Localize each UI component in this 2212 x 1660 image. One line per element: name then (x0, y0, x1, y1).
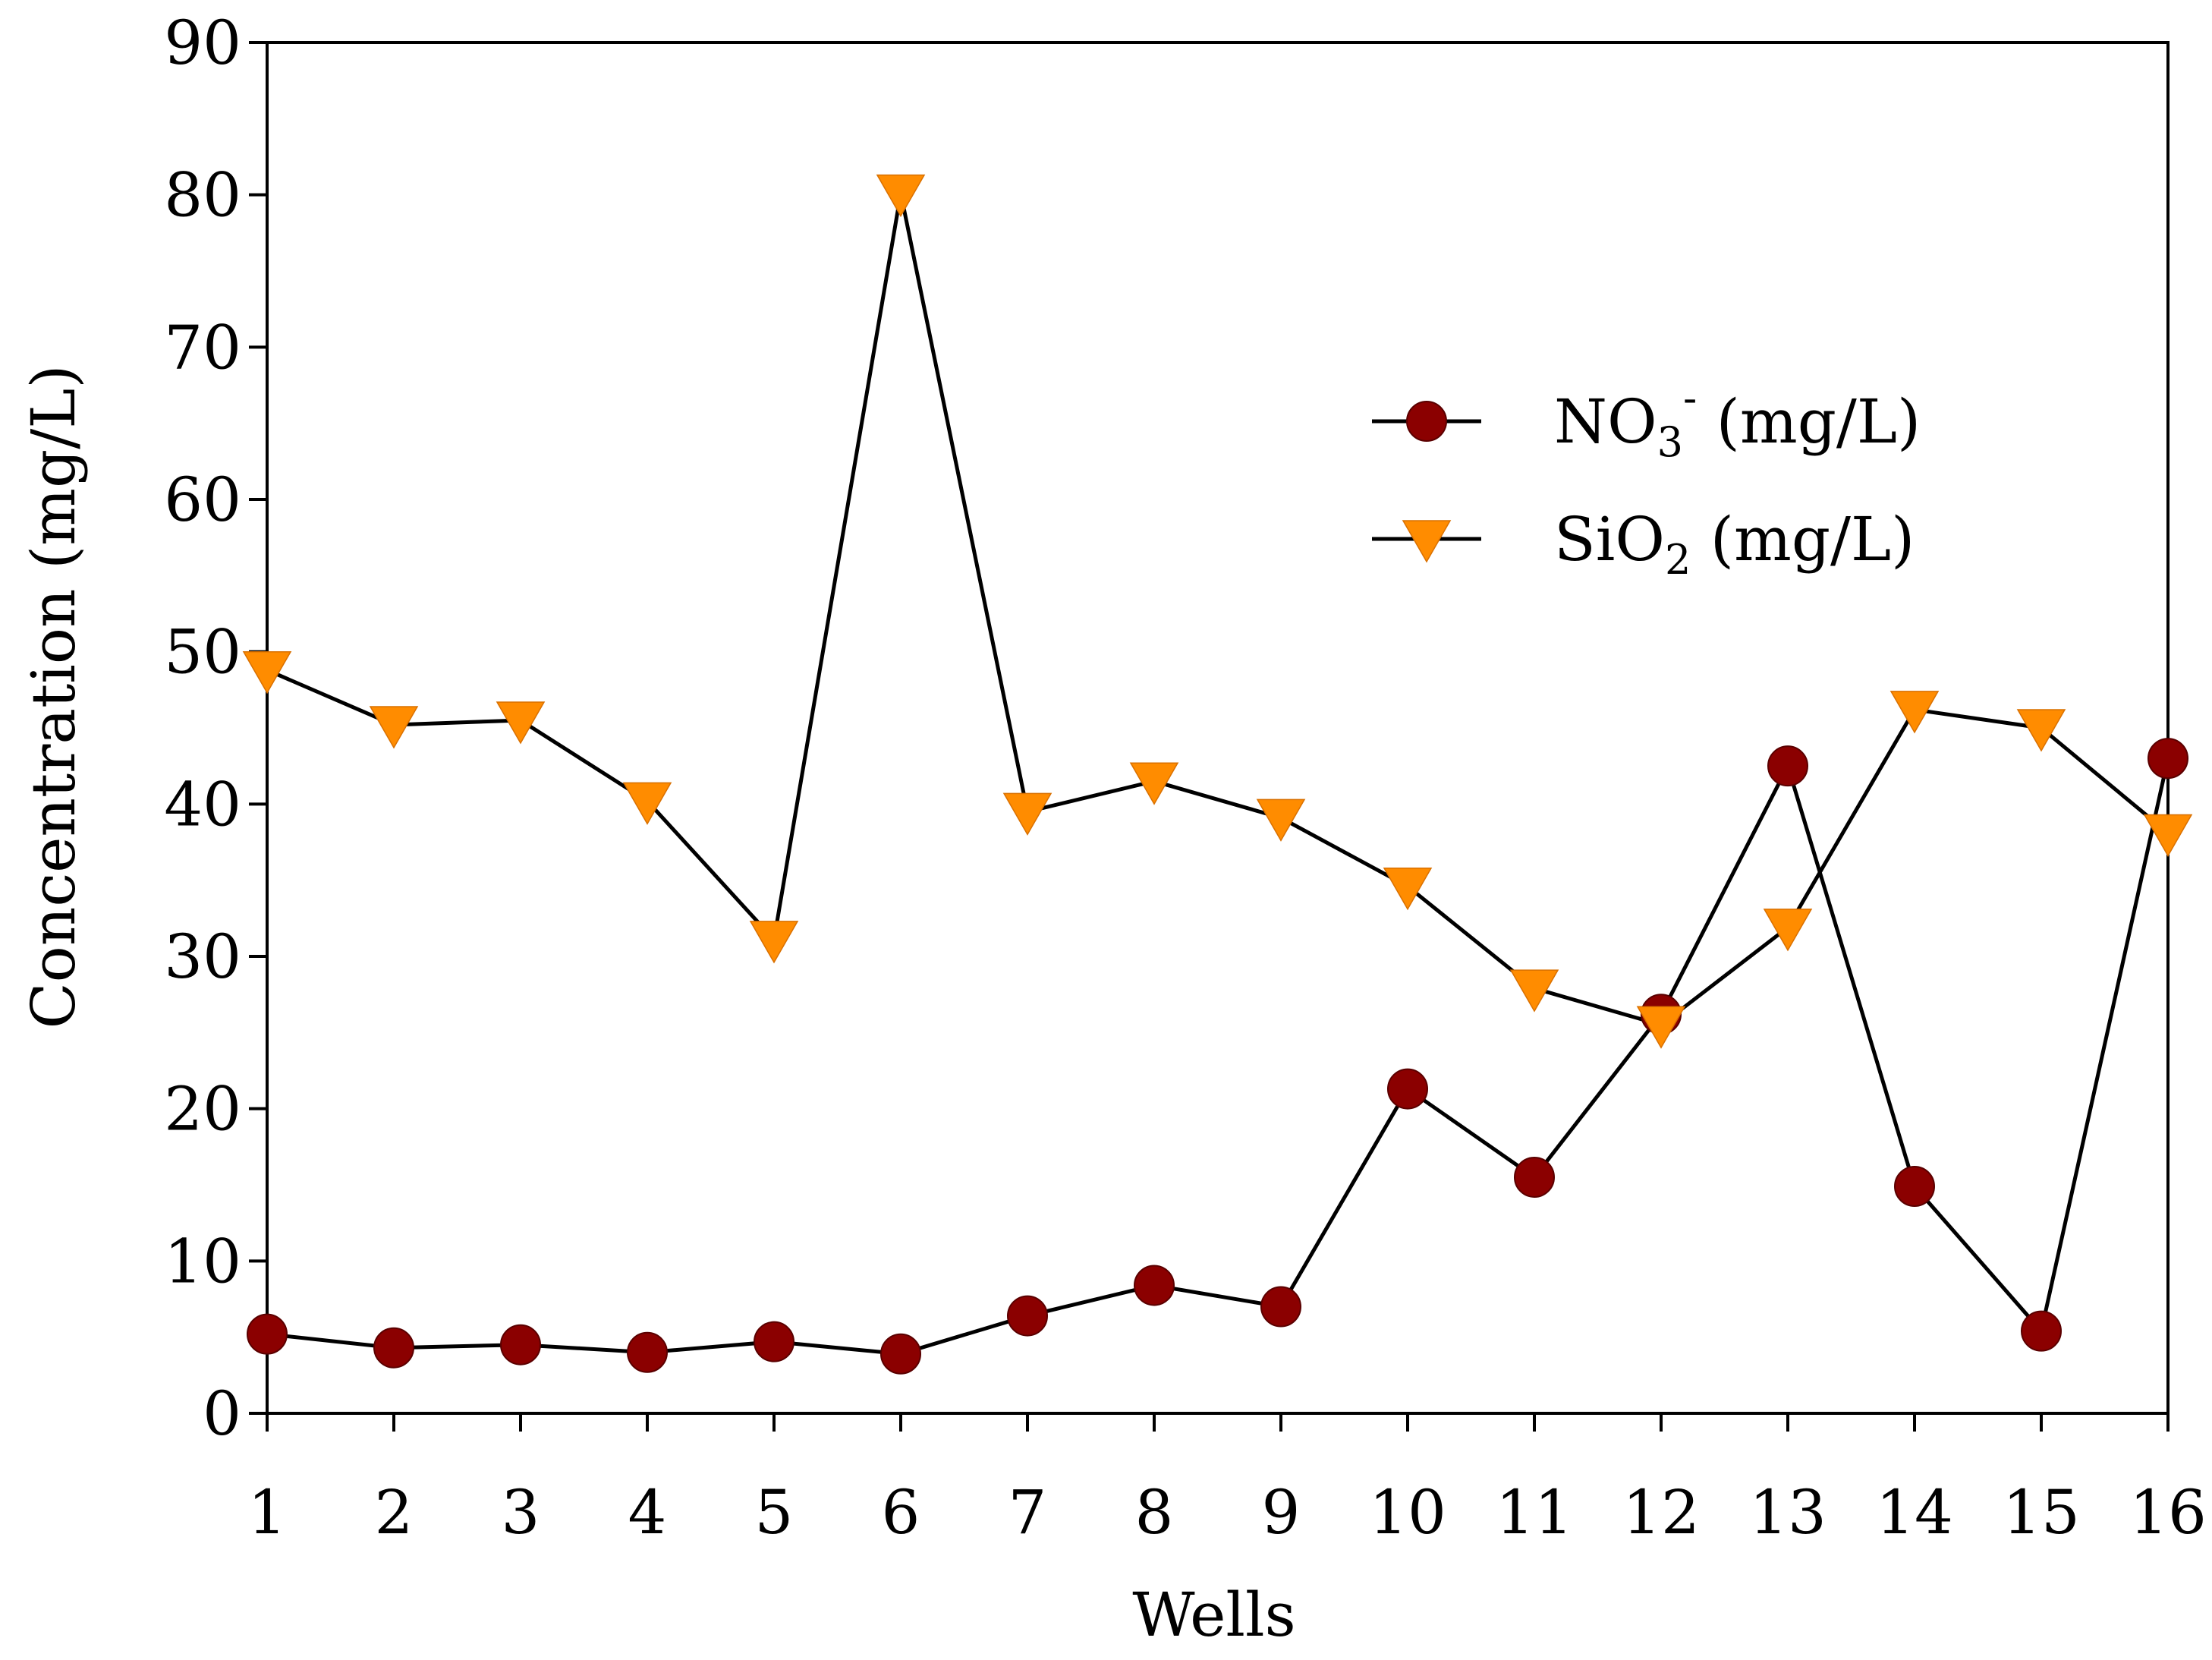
data-point-series-2 (1763, 909, 1813, 952)
y-axis-title: Concentration (mg/L) (18, 364, 89, 1028)
data-point-series-2 (2016, 709, 2066, 752)
data-point-series-1 (500, 1324, 541, 1365)
x-tick-label: 15 (2003, 1477, 2080, 1548)
series-line-1 (266, 758, 2170, 1356)
y-tick-label: 40 (164, 769, 241, 839)
data-point-series-1 (247, 1313, 288, 1355)
data-point-series-1 (754, 1321, 794, 1362)
series-markers (242, 174, 2193, 1375)
legend: NO3- (mg/L) SiO2 (mg/L) (1372, 374, 1921, 584)
data-point-series-1 (1007, 1295, 1048, 1337)
x-tick-label: 14 (1876, 1477, 1953, 1548)
data-point-series-1 (1134, 1265, 1175, 1306)
x-tick-label: 2 (375, 1477, 414, 1548)
data-point-series-2 (1383, 867, 1433, 911)
legend-label-2: SiO2 (mg/L) (1554, 504, 1915, 584)
data-point-series-2 (876, 174, 926, 218)
data-point-series-2 (1002, 792, 1053, 836)
x-tick-label: 9 (1262, 1477, 1301, 1548)
y-tick-label: 20 (164, 1074, 241, 1145)
x-tick-label: 12 (1622, 1477, 1700, 1548)
data-point-series-2 (1129, 762, 1179, 805)
y-tick-label: 90 (164, 8, 241, 78)
x-tick-label: 7 (1008, 1477, 1047, 1548)
data-point-series-2 (1509, 969, 1559, 1013)
data-point-series-1 (1514, 1156, 1555, 1198)
data-point-series-1 (627, 1331, 668, 1373)
x-tick-label: 5 (755, 1477, 794, 1548)
data-point-series-1 (1260, 1286, 1301, 1328)
data-point-series-2 (496, 701, 546, 745)
x-tick-label: 13 (1749, 1477, 1827, 1548)
series-lines (266, 193, 2170, 1356)
y-tick-label: 10 (164, 1226, 241, 1296)
x-tick-label: 11 (1496, 1477, 1573, 1548)
x-tick-label: 3 (502, 1477, 540, 1548)
data-point-series-2 (2143, 814, 2193, 857)
legend-label-1: NO3- (mg/L) (1554, 374, 1921, 466)
y-tick-label: 0 (203, 1378, 241, 1449)
data-point-series-1 (880, 1333, 921, 1375)
y-tick-label: 30 (164, 921, 241, 992)
data-point-series-2 (749, 921, 799, 964)
data-point-series-2 (622, 782, 672, 825)
data-point-series-2 (1636, 1006, 1686, 1049)
data-point-series-1 (1767, 745, 1808, 787)
series-line-2 (266, 193, 2170, 1028)
x-tick-label: 16 (2129, 1477, 2207, 1548)
y-tick-label: 50 (164, 617, 241, 688)
data-point-series-2 (1889, 691, 1940, 734)
data-point-series-2 (1256, 799, 1306, 842)
y-tick-label: 80 (164, 160, 241, 231)
data-point-series-2 (369, 706, 419, 749)
legend-marker-1 (1406, 401, 1447, 442)
x-tick-label: 1 (248, 1477, 287, 1548)
data-point-series-1 (2021, 1310, 2062, 1352)
x-tick-label: 6 (882, 1477, 920, 1548)
x-tick-label: 10 (1369, 1477, 1446, 1548)
data-point-series-1 (1387, 1068, 1428, 1110)
x-tick-label: 4 (628, 1477, 667, 1548)
data-point-series-1 (1894, 1166, 1935, 1208)
x-axis-title: Wells (1132, 1580, 1295, 1650)
y-tick-label: 60 (164, 465, 241, 535)
data-point-series-2 (242, 650, 292, 695)
x-tick-label: 8 (1135, 1477, 1174, 1548)
data-point-series-1 (373, 1327, 414, 1369)
legend-marker-2 (1402, 520, 1452, 563)
plot-frame (266, 41, 2170, 1415)
data-point-series-1 (2147, 738, 2188, 780)
y-tick-label: 70 (164, 312, 241, 383)
